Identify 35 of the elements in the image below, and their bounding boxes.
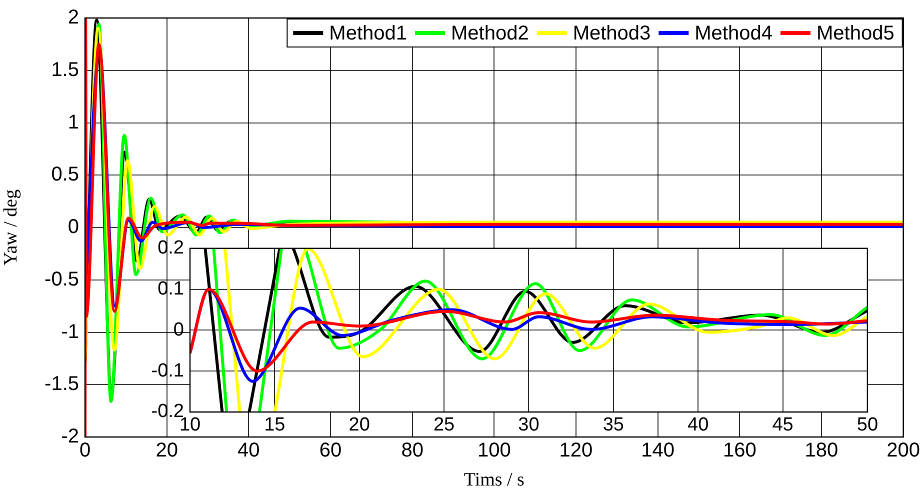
- y-axis-title: Yaw / deg: [0, 188, 22, 266]
- x-tick-label: 100: [477, 440, 511, 462]
- x-tick-label: 45: [772, 414, 794, 436]
- x-tick-label: 30: [518, 414, 540, 436]
- y-tick-label: 1: [68, 111, 79, 134]
- legend-label: Method2: [450, 22, 529, 45]
- legend-label: Method5: [816, 22, 894, 45]
- x-tick-label: 10: [179, 414, 201, 436]
- x-tick-label: 180: [804, 440, 838, 462]
- y-tick-label: 0: [68, 216, 79, 238]
- y-tick-label: 1.5: [51, 58, 79, 81]
- x-tick-label: 160: [722, 440, 756, 462]
- x-tick-label: 25: [433, 414, 455, 436]
- x-tick-label: 140: [641, 440, 675, 462]
- legend-label: Method1: [329, 22, 407, 45]
- y-tick-label: -2: [61, 426, 79, 448]
- x-tick-label: 40: [238, 440, 260, 462]
- x-tick-label: 20: [348, 414, 370, 436]
- x-tick-label: 40: [688, 414, 709, 436]
- y-tick-label: -1.5: [44, 373, 79, 396]
- x-tick-label: 80: [401, 440, 424, 462]
- x-axis-title: Tims / s: [464, 470, 524, 491]
- x-tick-label: 50: [856, 414, 878, 436]
- x-tick-label: 15: [264, 414, 286, 436]
- x-tick-label: 200: [886, 440, 920, 462]
- x-tick-label: 20: [156, 440, 178, 462]
- x-tick-label: 120: [559, 440, 593, 462]
- x-tick-label: 60: [319, 440, 342, 462]
- x-tick-label: 35: [602, 414, 624, 436]
- legend-label: Method4: [694, 22, 772, 45]
- legend-label: Method3: [572, 22, 651, 45]
- y-tick-label: 2: [68, 6, 79, 29]
- y-tick-label: -0.5: [44, 268, 79, 290]
- y-tick-label: -1: [61, 320, 79, 343]
- y-tick-label: 0.5: [51, 164, 79, 186]
